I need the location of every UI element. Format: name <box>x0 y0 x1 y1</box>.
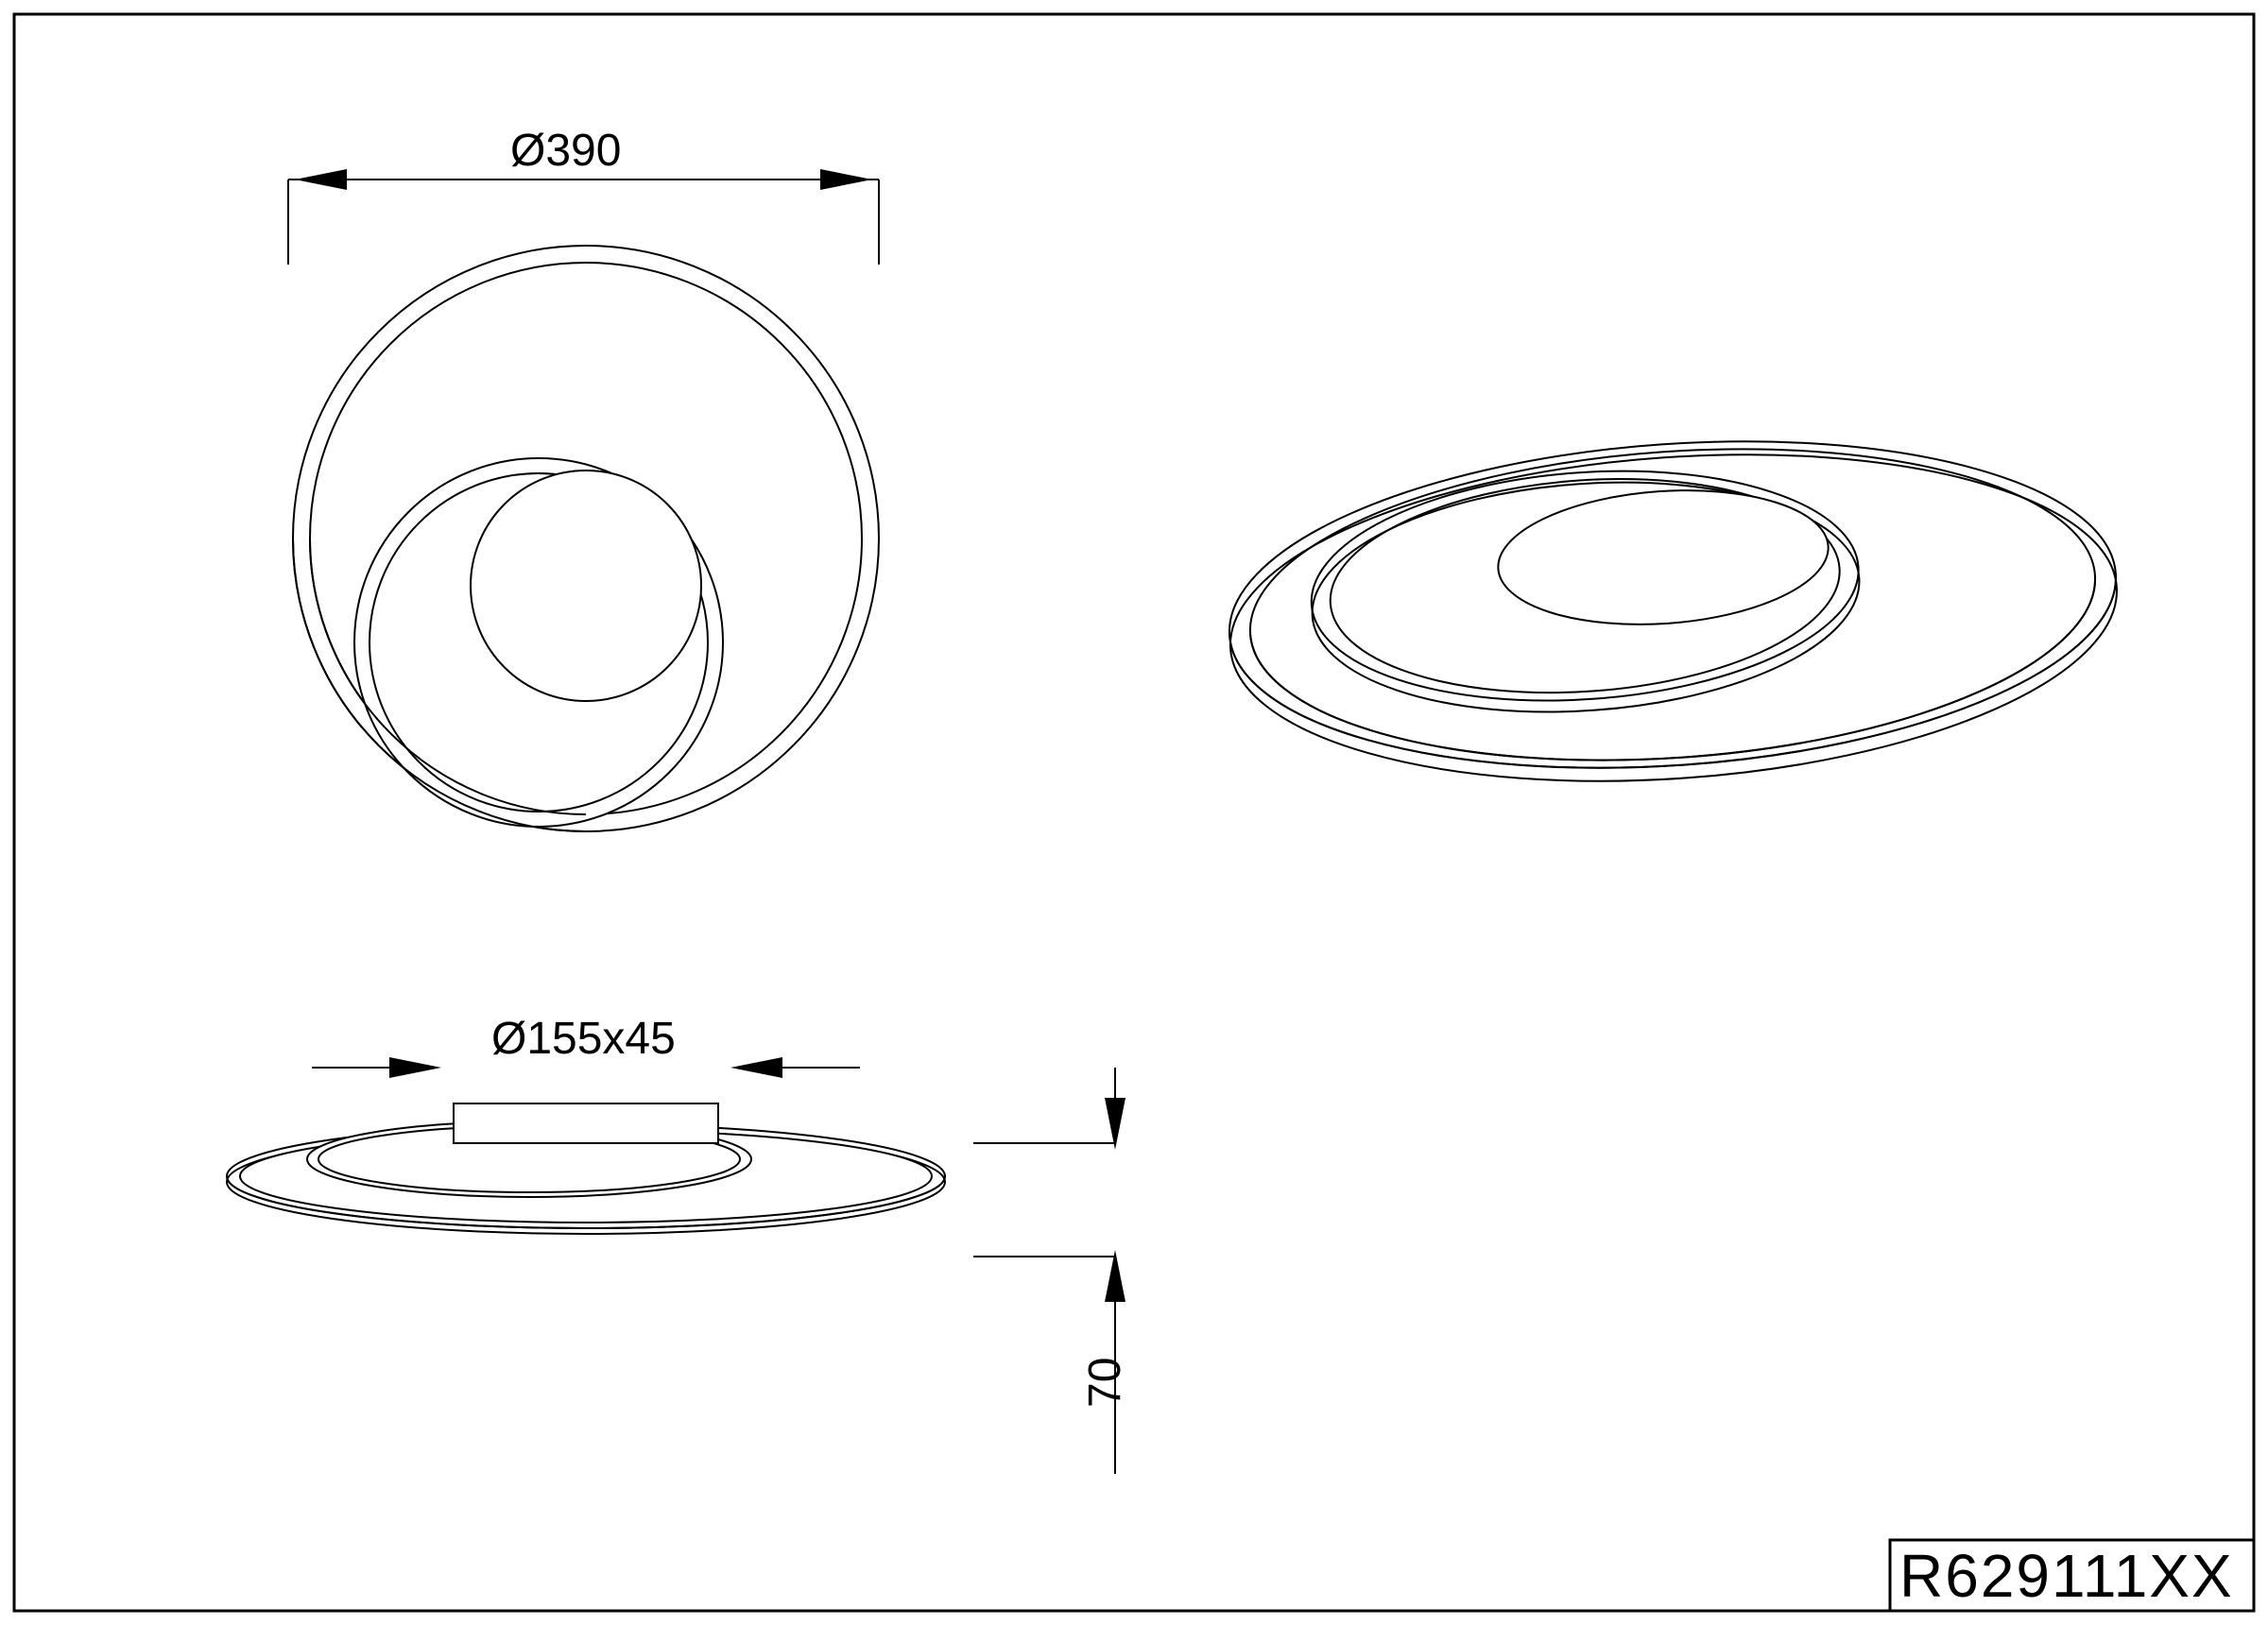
drawing-frame <box>14 14 2254 1611</box>
part-number: R629111XX <box>1899 1542 2234 1610</box>
svg-text:Ø155x45: Ø155x45 <box>491 1014 676 1064</box>
side-view <box>227 1103 945 1234</box>
top-view <box>293 246 879 831</box>
svg-text:Ø390: Ø390 <box>510 126 621 176</box>
svg-text:70: 70 <box>1080 1358 1130 1408</box>
